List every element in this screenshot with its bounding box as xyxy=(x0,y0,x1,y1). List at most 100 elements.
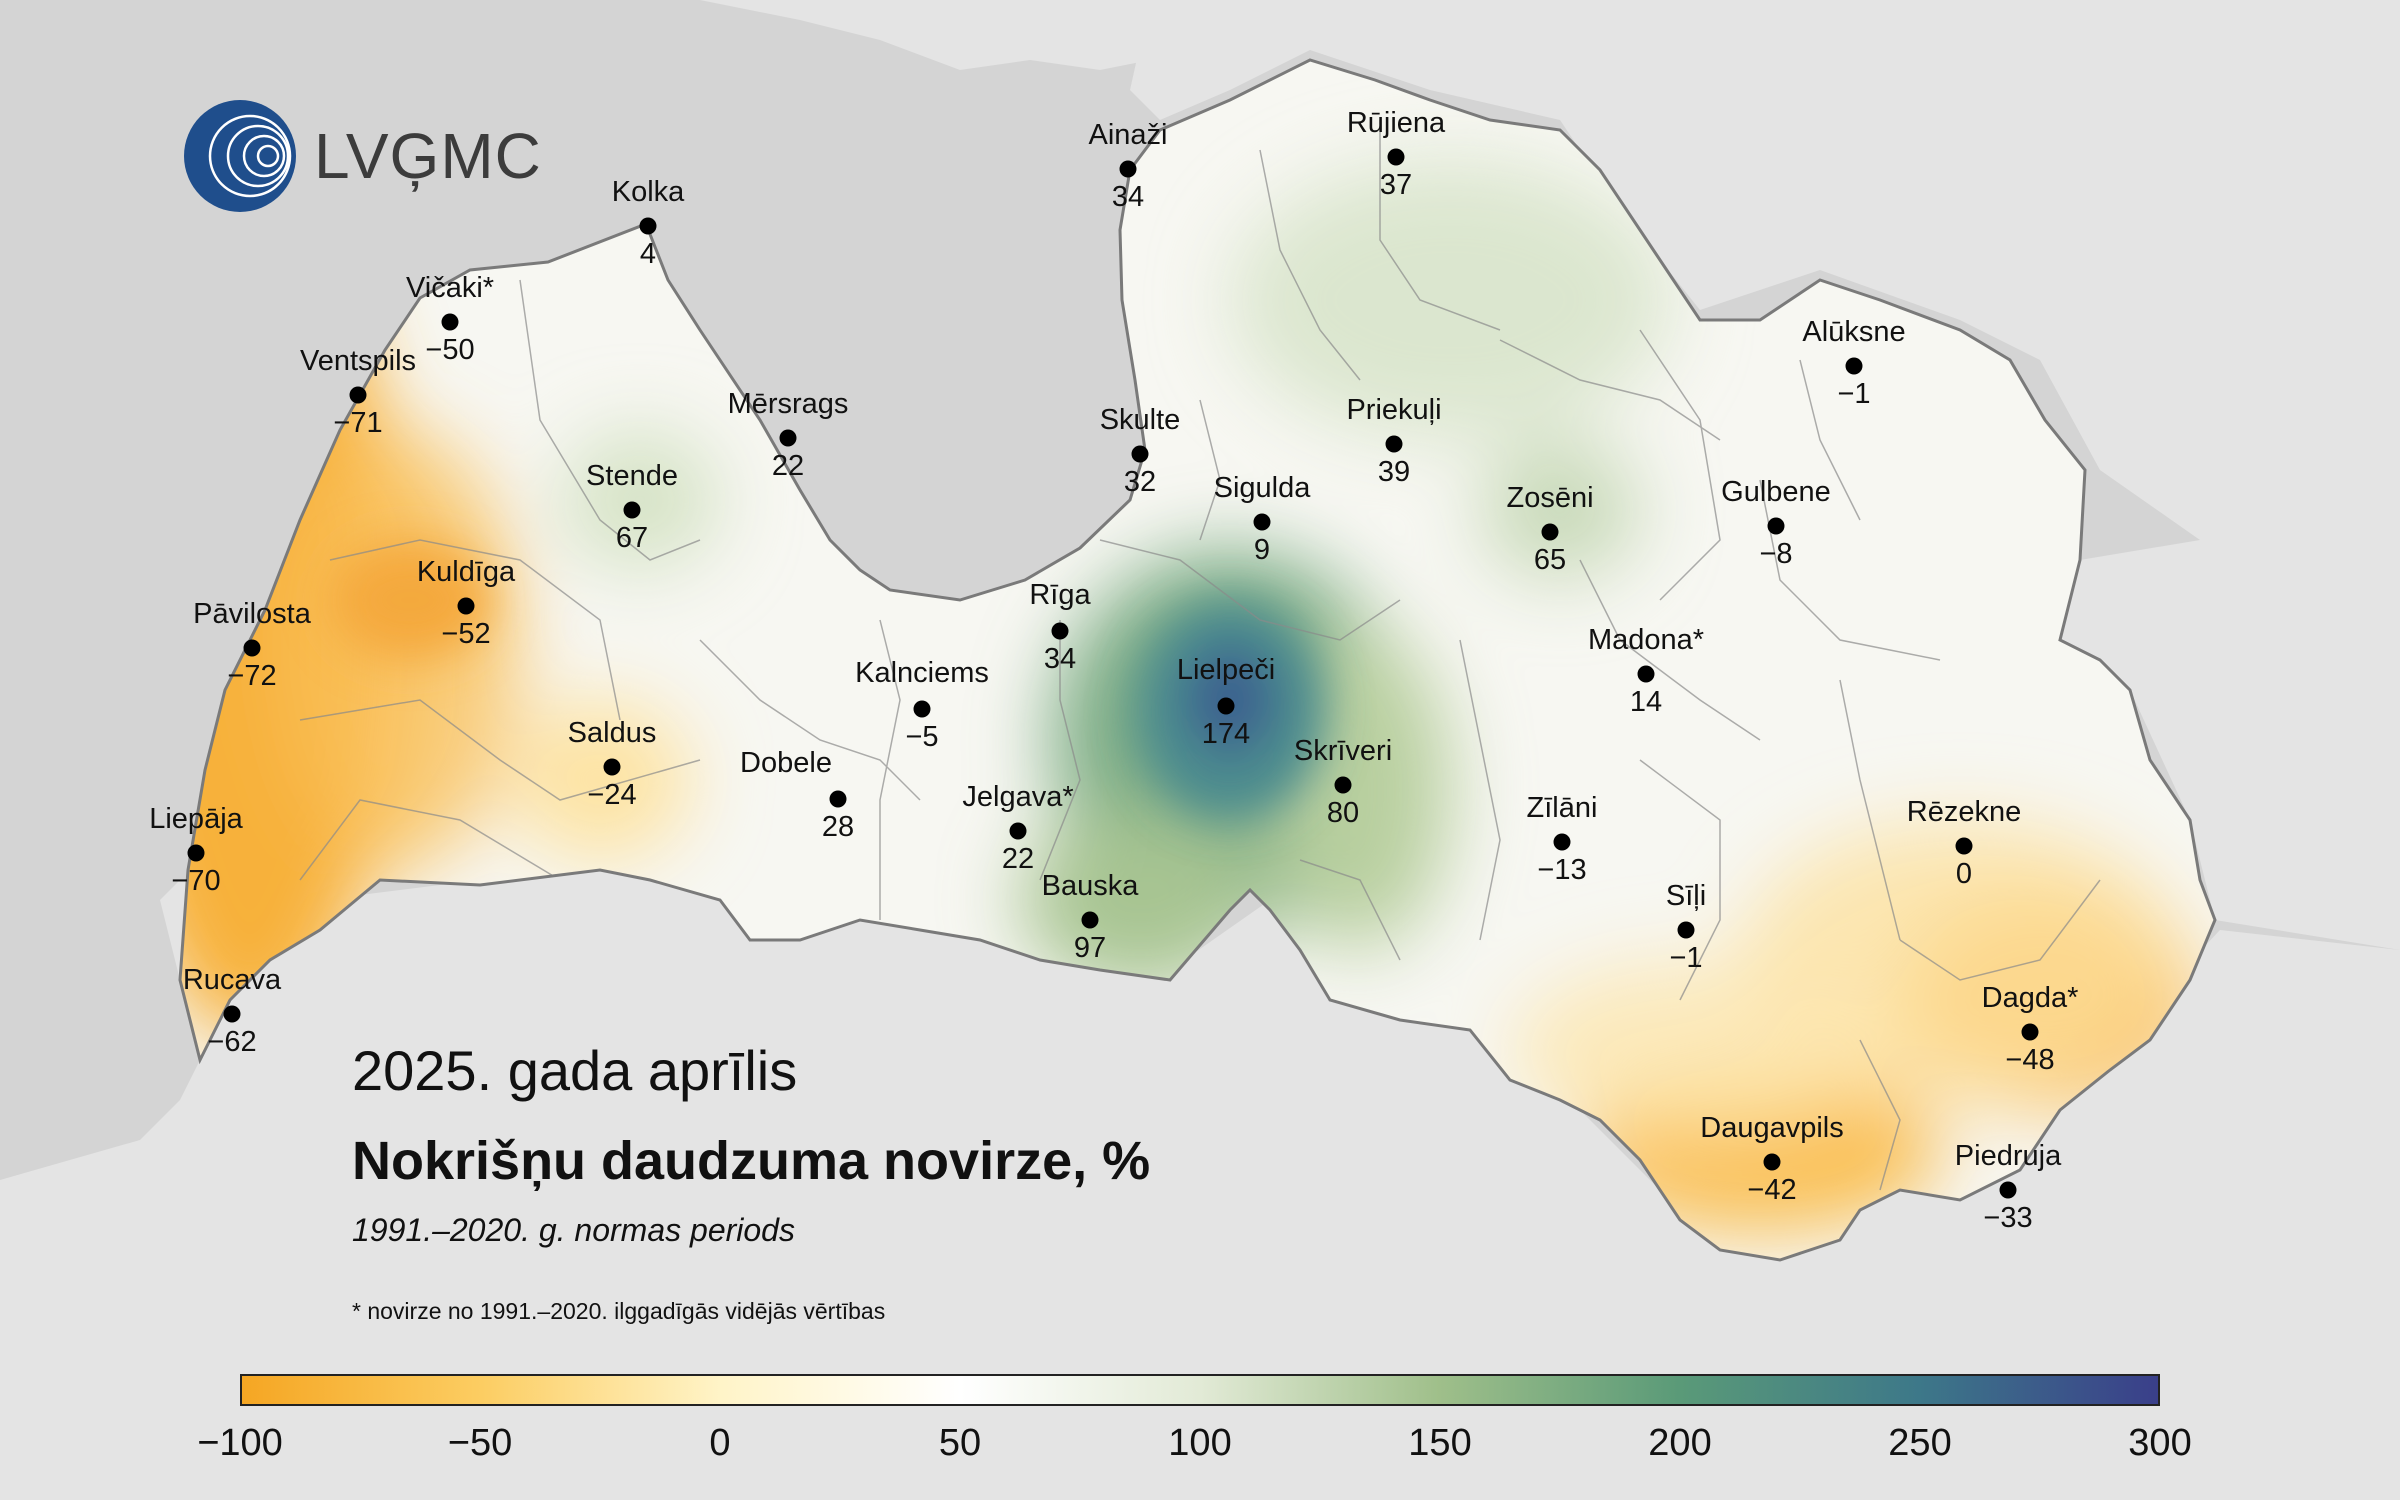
station-name: Bauska xyxy=(1041,870,1139,902)
station-name: Ainaži xyxy=(1088,119,1168,151)
scale-tick-label: 150 xyxy=(1408,1422,1472,1464)
station-name: Vičaki* xyxy=(405,272,495,304)
station-marker xyxy=(349,386,367,404)
station-value: −72 xyxy=(227,660,277,692)
lithuania-belarus-land xyxy=(0,860,2400,1500)
station-name: Lielpeči xyxy=(1176,654,1276,686)
scale-tick-label: 200 xyxy=(1648,1422,1712,1464)
station-name: Skulte xyxy=(1099,404,1181,436)
station-value: 32 xyxy=(1123,466,1157,498)
station-name: Alūksne xyxy=(1802,316,1906,348)
norm-period-subtitle: 1991.–2020. g. normas periods xyxy=(352,1212,795,1248)
station-value: 65 xyxy=(1533,544,1567,576)
station-marker xyxy=(1385,435,1403,453)
station-name: Rucava xyxy=(182,964,282,996)
station-value: −8 xyxy=(1759,538,1793,570)
station-marker xyxy=(1081,911,1099,929)
station-value: −13 xyxy=(1537,854,1587,886)
scale-tick-label: 250 xyxy=(1888,1422,1952,1464)
logo-text: LVĢMC xyxy=(314,120,542,192)
logo: LVĢMC xyxy=(184,98,542,214)
scale-tick-label: 0 xyxy=(709,1422,731,1464)
station-marker xyxy=(1999,1181,2017,1199)
station-marker xyxy=(1955,837,1973,855)
map-main-title: Nokrišņu daudzuma novirze, % xyxy=(352,1131,1151,1191)
station-value: −48 xyxy=(2005,1044,2055,1076)
station-name: Kalnciems xyxy=(855,657,989,689)
color-scale-bar xyxy=(240,1374,2160,1406)
station-value: −71 xyxy=(333,407,383,439)
station-marker xyxy=(639,217,657,235)
station-marker xyxy=(829,790,847,808)
scale-tick-label: 50 xyxy=(938,1422,982,1464)
station-value: 0 xyxy=(1955,858,1973,890)
station-value: 67 xyxy=(615,522,649,554)
station-name: Dobele xyxy=(740,747,832,779)
station-name: Piedruja xyxy=(1954,1140,2062,1172)
map-date-title: 2025. gada aprīlis xyxy=(352,1039,798,1102)
station-value: −52 xyxy=(441,618,491,650)
station-marker xyxy=(1763,1153,1781,1171)
station-marker xyxy=(603,758,621,776)
station-marker xyxy=(243,639,261,657)
station-value: −24 xyxy=(587,779,637,811)
station-value: 80 xyxy=(1326,797,1360,829)
station-marker xyxy=(623,501,641,519)
station-marker xyxy=(2021,1023,2039,1041)
station-name: Zosēni xyxy=(1506,482,1594,514)
estonia-land xyxy=(1120,0,2400,540)
station-name: Gulbene xyxy=(1721,476,1831,508)
station-marker xyxy=(1845,357,1863,375)
station-name: Liepāja xyxy=(149,803,243,835)
station-name: Sīļi xyxy=(1665,880,1707,912)
station-value: −5 xyxy=(905,721,939,753)
russia-land xyxy=(2060,540,2400,950)
station-name: Priekuļi xyxy=(1346,394,1442,426)
station-value: 97 xyxy=(1073,932,1107,964)
station-marker xyxy=(779,429,797,447)
station-name: Zīlāni xyxy=(1526,792,1598,824)
station-name: Stende xyxy=(586,460,678,492)
station-name: Pāvilosta xyxy=(193,598,311,630)
station-value: 39 xyxy=(1377,456,1411,488)
station-marker xyxy=(441,313,459,331)
station-marker xyxy=(1217,697,1235,715)
station-marker xyxy=(1767,517,1785,535)
station-marker xyxy=(187,844,205,862)
station-marker xyxy=(1677,921,1695,939)
station-value: 22 xyxy=(771,450,805,482)
station-value: 34 xyxy=(1111,181,1145,213)
station-value: −33 xyxy=(1983,1202,2033,1234)
station-value: −1 xyxy=(1669,942,1703,974)
station-marker xyxy=(223,1005,241,1023)
station-marker xyxy=(1334,776,1352,794)
lvgmc-globe-icon xyxy=(184,100,296,212)
scale-tick-label: 300 xyxy=(2128,1422,2192,1464)
station-marker xyxy=(1387,148,1405,166)
station-name: Mērsrags xyxy=(727,388,849,420)
station-name: Skrīveri xyxy=(1293,735,1393,767)
station-name: Madona* xyxy=(1587,624,1705,656)
station-value: 28 xyxy=(821,811,855,843)
station-value: 14 xyxy=(1629,686,1663,718)
station-marker xyxy=(913,700,931,718)
station-marker xyxy=(1051,622,1069,640)
saaremaa-island xyxy=(700,0,1160,70)
station-name: Rēzekne xyxy=(1906,796,2022,828)
station-marker xyxy=(1541,523,1559,541)
station-value: 4 xyxy=(639,238,657,270)
station-marker xyxy=(1009,822,1027,840)
station-value: 9 xyxy=(1253,534,1271,566)
station-name: Ventspils xyxy=(299,345,417,377)
station-name: Dagda* xyxy=(1981,982,2079,1014)
station-name: Rūjiena xyxy=(1346,107,1446,139)
scale-tick-label: −50 xyxy=(447,1422,513,1464)
station-value: −42 xyxy=(1747,1174,1797,1206)
station-marker xyxy=(1119,160,1137,178)
station-name: Saldus xyxy=(567,717,657,749)
station-name: Rīga xyxy=(1029,579,1091,611)
station-marker xyxy=(1253,513,1271,531)
station-marker xyxy=(1553,833,1571,851)
